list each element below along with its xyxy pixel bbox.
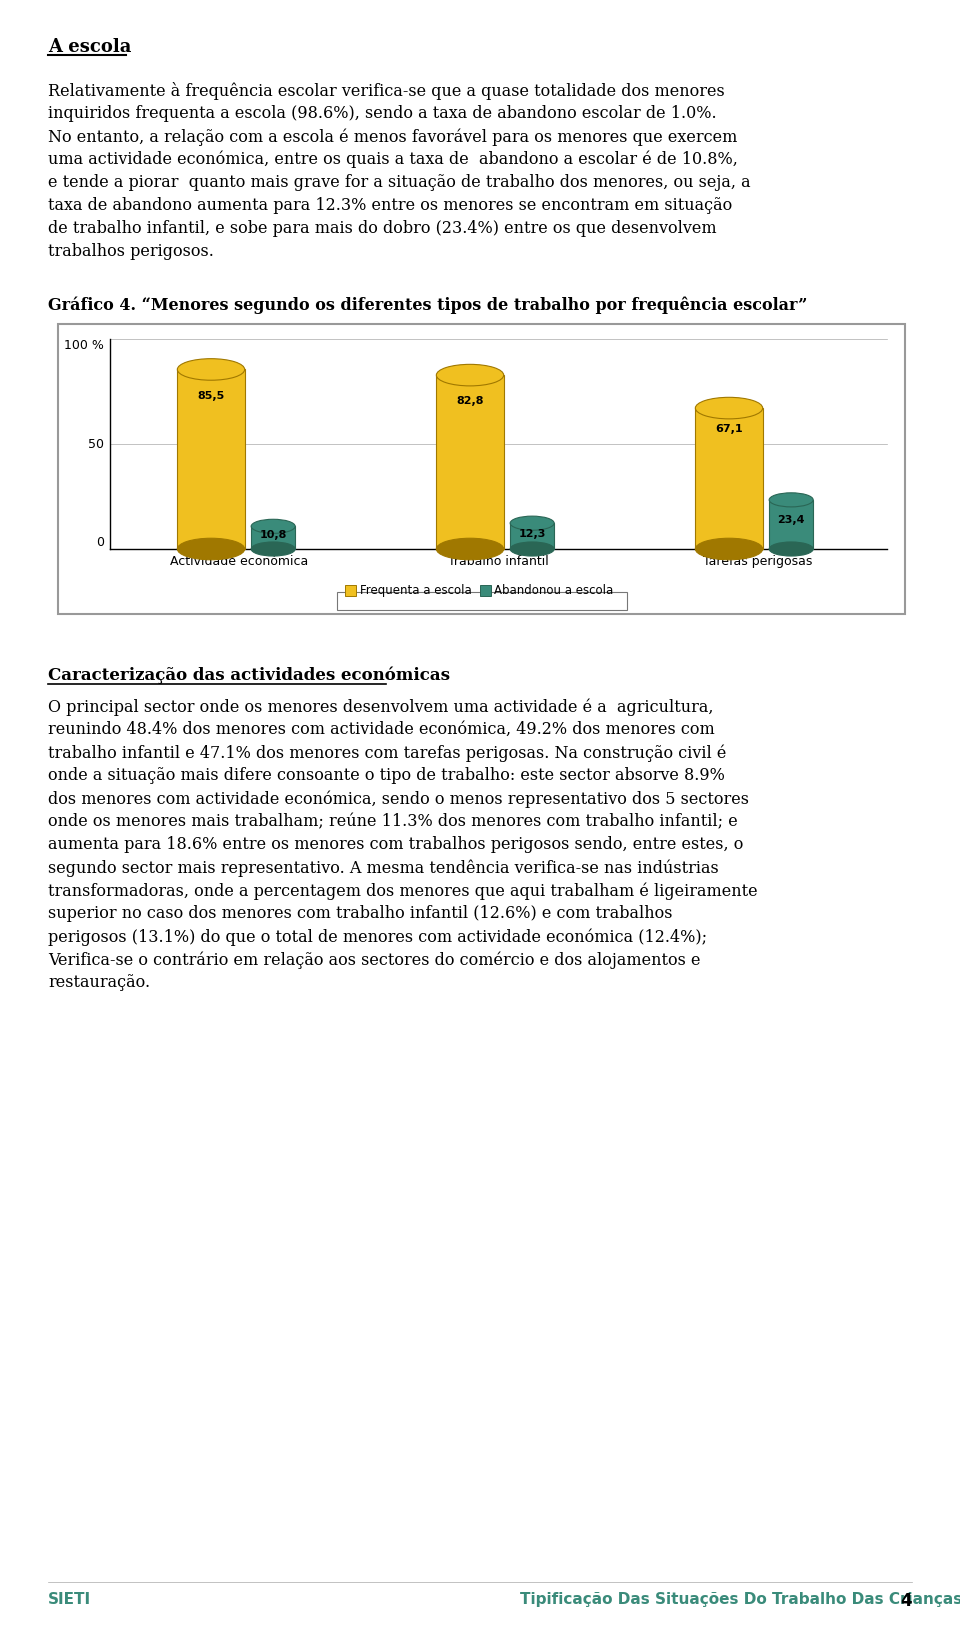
Text: 50: 50 — [88, 437, 104, 450]
Text: inquiridos frequenta a escola (98.6%), sendo a taxa de abandono escolar de 1.0%.: inquiridos frequenta a escola (98.6%), s… — [48, 106, 716, 122]
Text: Relativamente à frequência escolar verifica-se que a quase totalidade dos menore: Relativamente à frequência escolar verif… — [48, 81, 725, 101]
Text: Verifica-se o contrário em relação aos sectores do comércio e dos alojamentos e: Verifica-se o contrário em relação aos s… — [48, 951, 701, 969]
Bar — [178, 369, 245, 550]
Text: 10,8: 10,8 — [259, 530, 287, 540]
Text: Frequenta a escola: Frequenta a escola — [359, 584, 471, 597]
Text: taxa de abandono aumenta para 12.3% entre os menores se encontram em situação: taxa de abandono aumenta para 12.3% entr… — [48, 197, 732, 215]
Text: 4: 4 — [900, 1592, 912, 1610]
Text: 85,5: 85,5 — [198, 392, 225, 402]
Text: restauração.: restauração. — [48, 974, 150, 990]
Text: Trabalho infantil: Trabalho infantil — [448, 554, 549, 567]
Ellipse shape — [437, 538, 504, 559]
Bar — [479, 585, 491, 597]
Text: aumenta para 18.6% entre os menores com trabalhos perigosos sendo, entre estes, : aumenta para 18.6% entre os menores com … — [48, 836, 743, 854]
Ellipse shape — [695, 538, 762, 559]
Text: e tende a piorar  quanto mais grave for a situação de trabalho dos menores, ou s: e tende a piorar quanto mais grave for a… — [48, 174, 751, 190]
Ellipse shape — [178, 538, 245, 559]
Ellipse shape — [769, 541, 813, 556]
Text: transformadoras, onde a percentagem dos menores que aqui trabalham é ligeirament: transformadoras, onde a percentagem dos … — [48, 881, 757, 899]
Bar — [252, 527, 295, 550]
Ellipse shape — [695, 397, 762, 420]
Text: Tarefas perigosas: Tarefas perigosas — [703, 554, 812, 567]
Text: trabalhos perigosos.: trabalhos perigosos. — [48, 242, 214, 260]
Text: 0: 0 — [96, 537, 104, 550]
Text: 12,3: 12,3 — [518, 528, 546, 538]
Text: O principal sector onde os menores desenvolvem uma actividade é a  agricultura,: O principal sector onde os menores desen… — [48, 698, 713, 715]
Text: Abandonou a escola: Abandonou a escola — [494, 584, 613, 597]
Text: segundo sector mais representativo. A mesma tendência verifica-se nas indústrias: segundo sector mais representativo. A me… — [48, 859, 719, 876]
Text: Caracterização das actividades económicas: Caracterização das actividades económica… — [48, 667, 450, 683]
Text: perigosos (13.1%) do que o total de menores com actividade económica (12.4%);: perigosos (13.1%) do que o total de meno… — [48, 928, 708, 945]
Text: Gráfico 4. “Menores segundo os diferentes tipos de trabalho por frequência escol: Gráfico 4. “Menores segundo os diferente… — [48, 296, 807, 314]
Ellipse shape — [510, 515, 554, 530]
Text: A escola: A escola — [48, 37, 132, 55]
Ellipse shape — [178, 359, 245, 380]
Bar — [345, 585, 355, 597]
Bar — [510, 524, 554, 550]
Ellipse shape — [769, 493, 813, 507]
Text: 23,4: 23,4 — [778, 514, 804, 525]
Text: de trabalho infantil, e sobe para mais do dobro (23.4%) entre os que desenvolvem: de trabalho infantil, e sobe para mais d… — [48, 220, 716, 237]
Text: dos menores com actividade económica, sendo o menos representativo dos 5 sectore: dos menores com actividade económica, se… — [48, 790, 749, 808]
Ellipse shape — [510, 541, 554, 556]
Bar — [58, 324, 905, 615]
Bar — [337, 592, 627, 610]
Text: superior no caso dos menores com trabalho infantil (12.6%) e com trabalhos: superior no caso dos menores com trabalh… — [48, 906, 673, 922]
Bar — [695, 408, 762, 550]
Text: SIETI: SIETI — [48, 1592, 91, 1606]
Text: 100 %: 100 % — [64, 338, 104, 351]
Text: onde a situação mais difere consoante o tipo de trabalho: este sector absorve 8.: onde a situação mais difere consoante o … — [48, 767, 725, 784]
Text: Tipificação Das Situações Do Trabalho Das Crianças: Tipificação Das Situações Do Trabalho Da… — [520, 1592, 960, 1606]
Text: trabalho infantil e 47.1% dos menores com tarefas perigosas. Na construção civil: trabalho infantil e 47.1% dos menores co… — [48, 745, 727, 761]
Text: onde os menores mais trabalham; reúne 11.3% dos menores com trabalho infantil; e: onde os menores mais trabalham; reúne 11… — [48, 813, 737, 829]
Text: Actividade económica: Actividade económica — [170, 554, 308, 567]
Text: reunindo 48.4% dos menores com actividade económica, 49.2% dos menores com: reunindo 48.4% dos menores com actividad… — [48, 720, 715, 738]
Text: uma actividade económica, entre os quais a taxa de  abandono a escolar é de 10.8: uma actividade económica, entre os quais… — [48, 151, 738, 169]
Text: 67,1: 67,1 — [715, 424, 743, 434]
Ellipse shape — [252, 541, 295, 556]
Ellipse shape — [437, 364, 504, 385]
Text: No entanto, a relação com a escola é menos favorável para os menores que exercem: No entanto, a relação com a escola é men… — [48, 128, 737, 145]
Bar — [769, 499, 813, 550]
Text: 82,8: 82,8 — [456, 397, 484, 406]
Bar — [437, 376, 504, 550]
Ellipse shape — [252, 519, 295, 533]
